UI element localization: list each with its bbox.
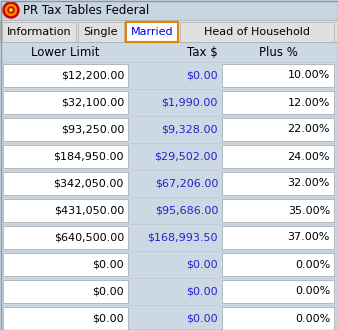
Text: $12,200.00: $12,200.00 <box>61 71 124 81</box>
Text: Lower Limit: Lower Limit <box>31 46 100 58</box>
Text: PR Tax Tables Federal: PR Tax Tables Federal <box>23 4 149 17</box>
Circle shape <box>5 5 17 16</box>
Text: Single: Single <box>84 27 118 37</box>
Text: $168,993.50: $168,993.50 <box>147 233 218 243</box>
Text: Information: Information <box>7 27 71 37</box>
Text: $431,050.00: $431,050.00 <box>54 206 124 215</box>
Text: $93,250.00: $93,250.00 <box>61 124 124 135</box>
Text: 32.00%: 32.00% <box>288 179 330 188</box>
FancyBboxPatch shape <box>222 307 334 330</box>
Circle shape <box>8 7 14 13</box>
Text: Tax $: Tax $ <box>187 46 218 58</box>
FancyBboxPatch shape <box>3 145 128 168</box>
FancyBboxPatch shape <box>222 253 334 276</box>
FancyBboxPatch shape <box>222 91 334 114</box>
Text: $0.00: $0.00 <box>92 314 124 323</box>
FancyBboxPatch shape <box>222 280 334 303</box>
Text: 0.00%: 0.00% <box>295 314 330 323</box>
FancyBboxPatch shape <box>0 0 338 20</box>
Text: Married: Married <box>131 27 173 37</box>
Text: Head of Household: Head of Household <box>204 27 310 37</box>
FancyBboxPatch shape <box>3 172 128 195</box>
FancyBboxPatch shape <box>3 199 128 222</box>
Text: 0.00%: 0.00% <box>295 259 330 270</box>
FancyBboxPatch shape <box>3 118 128 141</box>
Text: $0.00: $0.00 <box>186 314 218 323</box>
FancyBboxPatch shape <box>3 91 128 114</box>
FancyBboxPatch shape <box>222 64 334 87</box>
FancyBboxPatch shape <box>222 145 334 168</box>
FancyBboxPatch shape <box>3 307 128 330</box>
FancyBboxPatch shape <box>222 118 334 141</box>
FancyBboxPatch shape <box>222 226 334 249</box>
Text: 37.00%: 37.00% <box>288 233 330 243</box>
Circle shape <box>3 2 19 18</box>
Text: $0.00: $0.00 <box>186 71 218 81</box>
FancyBboxPatch shape <box>2 22 76 42</box>
Text: $640,500.00: $640,500.00 <box>54 233 124 243</box>
Text: $67,206.00: $67,206.00 <box>154 179 218 188</box>
FancyBboxPatch shape <box>180 22 334 42</box>
Text: $0.00: $0.00 <box>92 286 124 296</box>
Text: 22.00%: 22.00% <box>288 124 330 135</box>
FancyBboxPatch shape <box>3 280 128 303</box>
Circle shape <box>10 9 12 11</box>
FancyBboxPatch shape <box>126 22 178 42</box>
Text: Plus %: Plus % <box>259 46 297 58</box>
Text: 0.00%: 0.00% <box>295 286 330 296</box>
Text: $0.00: $0.00 <box>186 259 218 270</box>
Text: $0.00: $0.00 <box>186 286 218 296</box>
FancyBboxPatch shape <box>3 64 128 87</box>
FancyBboxPatch shape <box>0 20 338 42</box>
Text: $95,686.00: $95,686.00 <box>154 206 218 215</box>
Text: 10.00%: 10.00% <box>288 71 330 81</box>
FancyBboxPatch shape <box>3 253 128 276</box>
Text: $32,100.00: $32,100.00 <box>61 97 124 108</box>
Text: 12.00%: 12.00% <box>288 97 330 108</box>
Text: $29,502.00: $29,502.00 <box>154 151 218 161</box>
Text: $342,050.00: $342,050.00 <box>54 179 124 188</box>
FancyBboxPatch shape <box>3 226 128 249</box>
Text: $9,328.00: $9,328.00 <box>162 124 218 135</box>
FancyBboxPatch shape <box>222 199 334 222</box>
Text: $1,990.00: $1,990.00 <box>162 97 218 108</box>
Text: $184,950.00: $184,950.00 <box>53 151 124 161</box>
Text: 35.00%: 35.00% <box>288 206 330 215</box>
Text: 24.00%: 24.00% <box>288 151 330 161</box>
Text: $0.00: $0.00 <box>92 259 124 270</box>
FancyBboxPatch shape <box>78 22 124 42</box>
FancyBboxPatch shape <box>222 172 334 195</box>
